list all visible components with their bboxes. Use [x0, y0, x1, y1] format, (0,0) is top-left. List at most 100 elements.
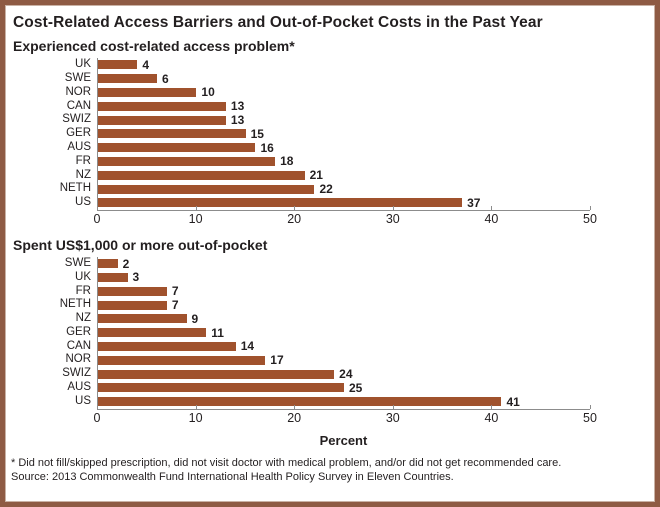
- bar-row: CAN 13: [5, 99, 655, 114]
- bar-row: FR 7: [5, 284, 655, 299]
- tick-mark: [491, 205, 493, 210]
- bar-track: 11: [97, 325, 590, 340]
- tick-label: 30: [385, 211, 400, 226]
- bar: [98, 74, 158, 84]
- value-label: 22: [319, 182, 333, 197]
- tick-mark: [195, 205, 197, 210]
- category-label: NZ: [75, 312, 91, 325]
- category-label: GER: [66, 325, 91, 338]
- bar-track: 15: [97, 126, 590, 141]
- bar: [98, 198, 463, 208]
- tick-label: 30: [385, 410, 400, 425]
- tick-mark: [294, 404, 296, 409]
- bar: [98, 341, 236, 351]
- bar-track: 21: [97, 168, 590, 183]
- bar-track: 13: [97, 113, 590, 127]
- value-label: 11: [211, 325, 224, 340]
- value-label: 18: [280, 154, 294, 169]
- bar-track: 14: [97, 339, 590, 354]
- tick-mark: [491, 404, 493, 409]
- bar-track: 41: [97, 394, 590, 409]
- value-label: 41: [506, 394, 520, 409]
- tick-label: 20: [287, 211, 302, 226]
- bar-track: 6: [97, 71, 590, 86]
- bar: [98, 101, 226, 111]
- category-label: GER: [66, 127, 91, 140]
- chart-footer: * Did not fill/skipped prescription, did…: [11, 456, 647, 485]
- chart-subtitle: Spent US$1,000 or more out-of-pocket: [13, 236, 268, 253]
- category-label: NOR: [65, 85, 91, 98]
- tick-mark: [392, 205, 394, 210]
- bar-row: NZ 9: [5, 311, 655, 326]
- x-axis-label: Percent: [319, 432, 368, 448]
- tick-mark: [195, 404, 197, 409]
- value-label: 15: [250, 126, 264, 141]
- category-label: US: [75, 394, 91, 407]
- value-label: 13: [230, 113, 245, 128]
- value-label: 21: [309, 168, 323, 183]
- bar: [98, 259, 118, 269]
- bar: [98, 355, 266, 365]
- category-label: CAN: [66, 339, 91, 352]
- bar: [98, 272, 128, 282]
- bar: [98, 143, 256, 153]
- value-label: 17: [270, 353, 284, 368]
- tick-label: 40: [484, 211, 499, 226]
- tick-label: 40: [484, 410, 499, 425]
- bar-row: SWIZ 13: [5, 113, 655, 127]
- bar: [98, 369, 335, 379]
- bar: [98, 397, 502, 407]
- bar-row: UK 3: [5, 270, 655, 285]
- category-label: SWE: [64, 256, 91, 269]
- bar-row: FR 18: [5, 154, 655, 169]
- bar: [98, 156, 276, 166]
- bar-track: 13: [97, 99, 590, 114]
- bar: [98, 115, 226, 125]
- bar-row: CAN 14: [5, 339, 655, 354]
- category-label: FR: [75, 154, 91, 167]
- value-label: 3: [132, 270, 140, 285]
- bar-row: SWE 6: [5, 71, 655, 86]
- bar: [98, 60, 138, 70]
- value-label: 7: [171, 284, 179, 299]
- bar-row: SWE 2: [5, 256, 655, 271]
- value-label: 9: [191, 311, 199, 326]
- category-label: SWIZ: [62, 113, 91, 126]
- value-label: 14: [240, 339, 255, 354]
- tick-mark: [294, 205, 296, 210]
- value-label: 16: [260, 140, 274, 155]
- category-label: NETH: [59, 298, 91, 311]
- bar-track: 16: [97, 140, 590, 155]
- bar-row: NOR 17: [5, 353, 655, 368]
- access-problem-chart: Experienced cost-related access problem*…: [5, 38, 655, 231]
- category-label: FR: [75, 284, 91, 297]
- bar-track: 17: [97, 353, 590, 368]
- tick-mark: [392, 404, 394, 409]
- bar-rows: SWE 2 UK 3 FR 7 NETH 7 NZ 9 GER 11 CAN 14 NOR 17 SWIZ 24 A…: [5, 256, 655, 409]
- bar: [98, 314, 187, 324]
- value-label: 6: [162, 71, 169, 86]
- tick-mark: [590, 205, 591, 210]
- category-label: SWE: [64, 71, 91, 84]
- value-label: 25: [349, 380, 363, 395]
- chart-title: Cost-Related Access Barriers and Out-of-…: [13, 14, 543, 31]
- category-label: NETH: [59, 182, 91, 195]
- bar-track: 24: [97, 367, 590, 381]
- out-of-pocket-chart: Spent US$1,000 or more out-of-pocket SWE…: [5, 237, 655, 430]
- bar-row: SWIZ 24: [5, 367, 655, 381]
- footnote: * Did not fill/skipped prescription, did…: [11, 456, 562, 469]
- bar: [98, 87, 197, 97]
- bar-track: 3: [97, 270, 590, 285]
- bar-track: 9: [97, 311, 590, 326]
- tick-label: 0: [93, 410, 101, 425]
- bar: [98, 129, 246, 139]
- x-axis: 0 10 20 30 40 50: [93, 205, 597, 231]
- tick-label: 0: [93, 211, 101, 226]
- bar-track: 18: [97, 154, 590, 169]
- bar-row: UK 4: [5, 58, 655, 72]
- bar-track: 4: [97, 58, 590, 72]
- bar: [98, 170, 305, 180]
- tick-label: 50: [583, 211, 597, 226]
- bar: [98, 328, 207, 338]
- category-label: UK: [75, 58, 91, 71]
